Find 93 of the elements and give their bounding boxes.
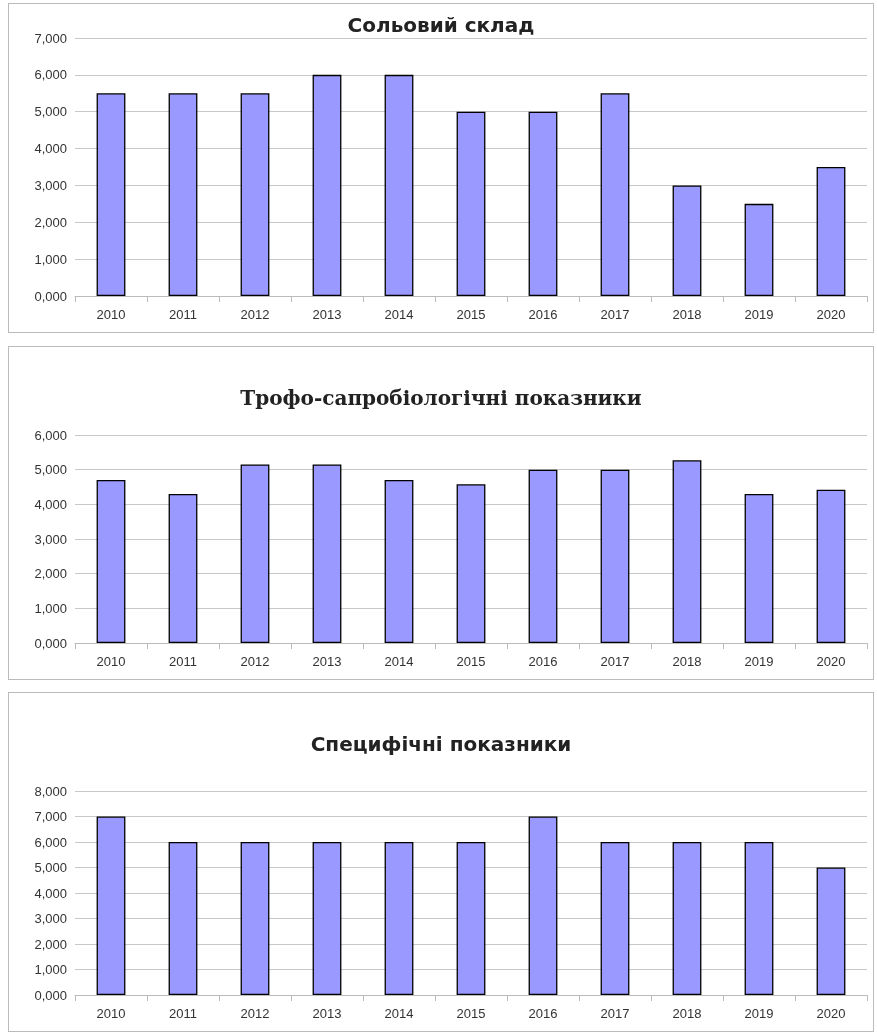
x-tick-label: 2018: [672, 1006, 702, 1021]
bar: [600, 93, 630, 296]
bar: [312, 842, 342, 995]
bar: [816, 167, 846, 296]
bar: [456, 111, 486, 296]
y-tick-label: 4,000: [34, 885, 67, 901]
y-tick-label: 5,000: [34, 860, 67, 875]
bar: [240, 93, 270, 296]
bar: [312, 464, 342, 643]
x-tick-label: 2011: [169, 307, 197, 322]
x-tick-label: 2015: [456, 1006, 486, 1021]
y-tick-label: 0,000: [34, 288, 67, 304]
x-tick-label: 2018: [672, 654, 702, 669]
bar: [816, 489, 846, 643]
x-tick-label: 2012: [240, 307, 270, 322]
x-tick-label: 2016: [528, 654, 558, 669]
bar: [528, 111, 558, 296]
chart-title: Специфічні показники: [310, 732, 572, 756]
bar: [456, 484, 486, 643]
y-tick-label: 6,000: [34, 834, 67, 850]
x-tick-label: 2016: [528, 307, 558, 322]
bar: [384, 74, 414, 296]
bar: [744, 493, 774, 643]
x-tick-label: 2019: [744, 307, 774, 322]
x-tick-label: 2020: [816, 1006, 846, 1021]
y-tick-label: 0,000: [34, 635, 67, 651]
bar: [672, 842, 702, 995]
y-tick-label: 5,000: [34, 462, 67, 478]
bar: [168, 93, 198, 296]
chart-title: Сольовий склад: [347, 13, 535, 37]
x-tick-label: 2010: [96, 307, 126, 322]
x-tick-label: 2017: [600, 307, 630, 322]
bar: [168, 493, 198, 643]
y-tick-label: 7,000: [34, 30, 67, 46]
y-tick-label: 1,000: [34, 600, 67, 616]
bar: [528, 469, 558, 643]
x-tick-label: 2016: [528, 1006, 558, 1021]
x-tick-label: 2010: [96, 654, 126, 669]
x-tick-label: 2014: [384, 654, 414, 669]
x-tick-label: 2010: [96, 1006, 126, 1021]
bar: [240, 464, 270, 643]
y-tick-label: 3,000: [34, 911, 67, 926]
x-tick-label: 2020: [816, 654, 846, 669]
bar: [528, 816, 558, 995]
bar: [600, 842, 630, 995]
chart-title: Трофо-сапробіологічні показники: [240, 386, 642, 410]
bar: [600, 469, 630, 643]
bar: [672, 185, 702, 296]
x-tick-label: 2013: [312, 307, 342, 322]
x-tick-label: 2019: [744, 654, 774, 669]
x-tick-label: 2017: [600, 654, 630, 669]
bar: [96, 480, 126, 643]
x-tick-label: 2020: [816, 307, 846, 322]
y-tick-label: 8,000: [34, 783, 67, 799]
x-tick-label: 2013: [312, 1006, 342, 1021]
y-tick-label: 0,000: [34, 987, 67, 1003]
y-tick-label: 5,000: [34, 104, 67, 120]
y-tick-label: 2,000: [34, 936, 67, 952]
x-tick-label: 2018: [672, 307, 702, 322]
x-tick-label: 2017: [600, 1006, 630, 1021]
y-tick-label: 3,000: [34, 531, 67, 547]
bar: [672, 460, 702, 643]
y-tick-label: 4,000: [34, 496, 67, 512]
bar: [744, 203, 774, 296]
x-tick-label: 2011: [169, 654, 197, 669]
y-tick-label: 2,000: [34, 566, 67, 582]
x-tick-label: 2012: [240, 654, 270, 669]
y-tick-label: 3,000: [34, 177, 67, 193]
bar: [312, 74, 342, 296]
x-tick-label: 2014: [384, 307, 414, 322]
bar: [96, 816, 126, 995]
bar: [384, 480, 414, 643]
bar: [240, 842, 270, 995]
y-tick-label: 2,000: [34, 214, 67, 230]
bar: [168, 842, 198, 995]
bar: [744, 842, 774, 995]
x-tick-label: 2011: [169, 1006, 197, 1021]
x-tick-label: 2013: [312, 654, 342, 669]
x-tick-label: 2015: [456, 654, 486, 669]
y-tick-label: 1,000: [34, 962, 67, 977]
x-tick-label: 2012: [240, 1006, 270, 1021]
y-tick-label: 7,000: [34, 809, 67, 824]
x-tick-label: 2019: [744, 1006, 774, 1021]
x-tick-label: 2015: [456, 307, 486, 322]
bar: [456, 842, 486, 995]
y-tick-label: 4,000: [34, 141, 67, 157]
bar: [384, 842, 414, 995]
y-tick-label: 1,000: [34, 251, 67, 267]
bar: [96, 93, 126, 296]
y-tick-label: 6,000: [34, 67, 67, 83]
y-tick-label: 6,000: [34, 427, 67, 443]
x-tick-label: 2014: [384, 1006, 414, 1021]
bar: [816, 867, 846, 995]
